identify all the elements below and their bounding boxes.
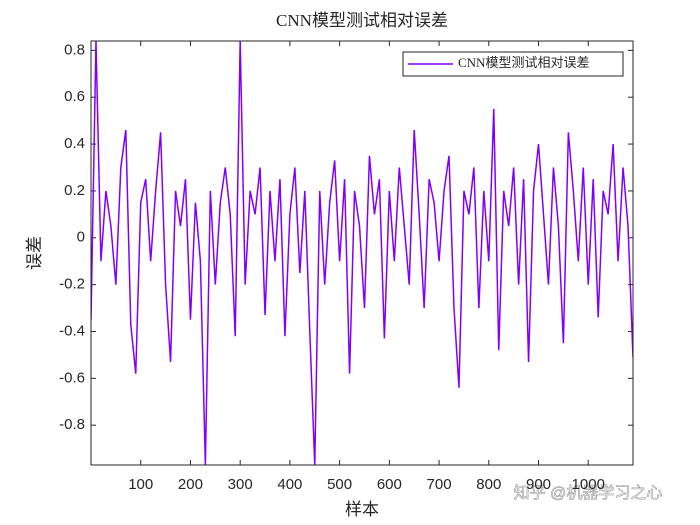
legend-label: CNN模型测试相对误差 — [458, 55, 589, 70]
axes-box — [90, 40, 634, 466]
y-tick-label: 0.2 — [64, 182, 85, 199]
x-tick-label: 700 — [427, 476, 452, 493]
y-tick-label: -0.6 — [59, 369, 85, 386]
x-tick-label: 1000 — [572, 476, 605, 493]
x-tick-label: 500 — [327, 476, 352, 493]
x-tick-label: 200 — [178, 476, 203, 493]
x-tick-label: 900 — [526, 476, 551, 493]
y-axis-label: 误差 — [25, 236, 44, 270]
watermark: 知乎 @机器学习之心 — [514, 484, 663, 502]
x-tick-label: 800 — [476, 476, 501, 493]
x-tick-label: 300 — [228, 476, 253, 493]
series-group — [91, 41, 633, 465]
y-tick-label: 0 — [77, 229, 85, 246]
y-tick-label: -0.4 — [59, 322, 85, 339]
y-tick-label: 0.6 — [64, 88, 85, 105]
x-tick-label: 400 — [277, 476, 302, 493]
y-tick-label: 0.8 — [64, 41, 85, 58]
y-tick-label: -0.8 — [59, 416, 85, 433]
data-line — [91, 41, 633, 465]
y-tick-label: 0.4 — [64, 135, 85, 152]
x-axis-label: 样本 — [345, 500, 379, 519]
x-tick-label: 600 — [377, 476, 402, 493]
legend-box — [402, 51, 624, 77]
chart-title: CNN模型测试相对误差 — [276, 11, 448, 30]
x-tick-label: 100 — [128, 476, 153, 493]
plot-area — [91, 41, 633, 465]
y-tick-label: -0.2 — [59, 276, 85, 293]
